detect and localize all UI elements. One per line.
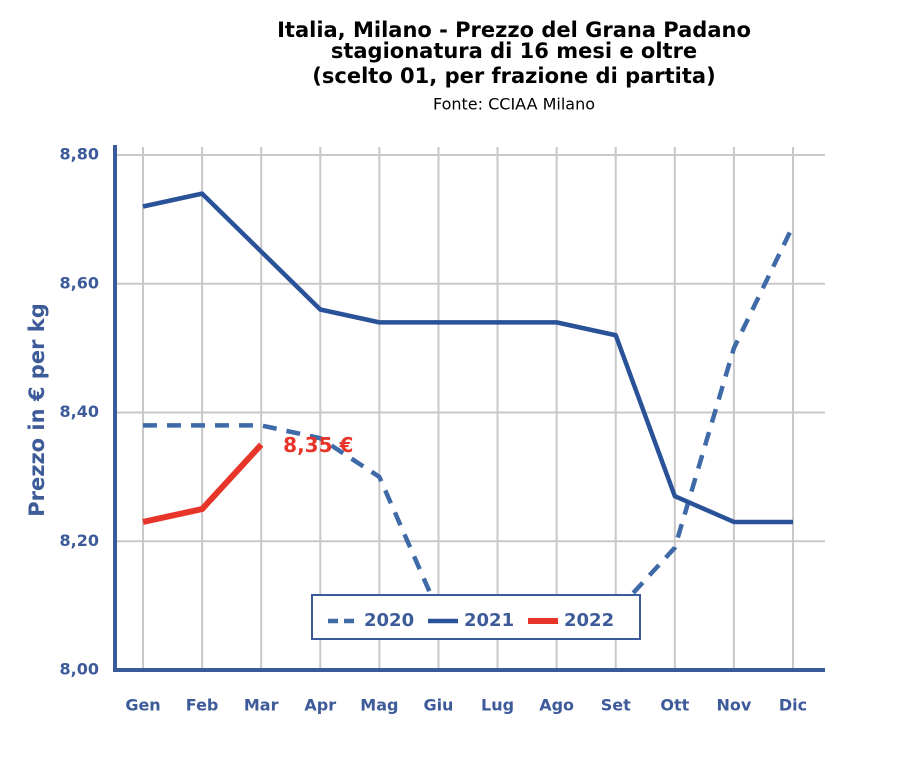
legend-label: 2022 [564,610,614,631]
chart-title: (scelto 01, per frazione di partita) [312,64,715,88]
x-tick-label: Apr [304,696,336,715]
chart-subtitle: Fonte: CCIAA Milano [433,95,595,114]
x-tick-label: Mag [360,696,398,715]
chart-title: stagionatura di 16 mesi e oltre [331,39,697,63]
series-line [142,442,264,525]
series-line [143,224,796,615]
x-tick-label: Lug [481,696,514,715]
legend-label: 2021 [464,610,514,631]
legend-label: 2020 [364,610,414,631]
y-axis-label: Prezzo in € per kg [25,303,49,517]
y-tick-label: 8,80 [60,145,99,164]
x-tick-label: Feb [186,696,219,715]
x-tick-label: Dic [779,696,807,715]
y-tick-label: 8,60 [60,273,99,292]
x-tick-label: Gen [125,696,160,715]
y-tick-label: 8,00 [60,660,99,679]
annotation: 8,35 € [283,433,353,457]
x-tick-label: Mar [244,696,279,715]
x-tick-label: Set [601,696,631,715]
x-tick-label: Giu [423,696,453,715]
y-tick-label: 8,40 [60,402,99,421]
x-tick-label: Ago [539,696,574,715]
chart-title: Italia, Milano - Prezzo del Grana Padano [277,18,751,42]
x-tick-label: Ott [660,696,689,715]
y-tick-label: 8,20 [60,531,99,550]
series-line [142,191,793,525]
x-tick-label: Nov [717,696,752,715]
legend-box [311,594,641,640]
